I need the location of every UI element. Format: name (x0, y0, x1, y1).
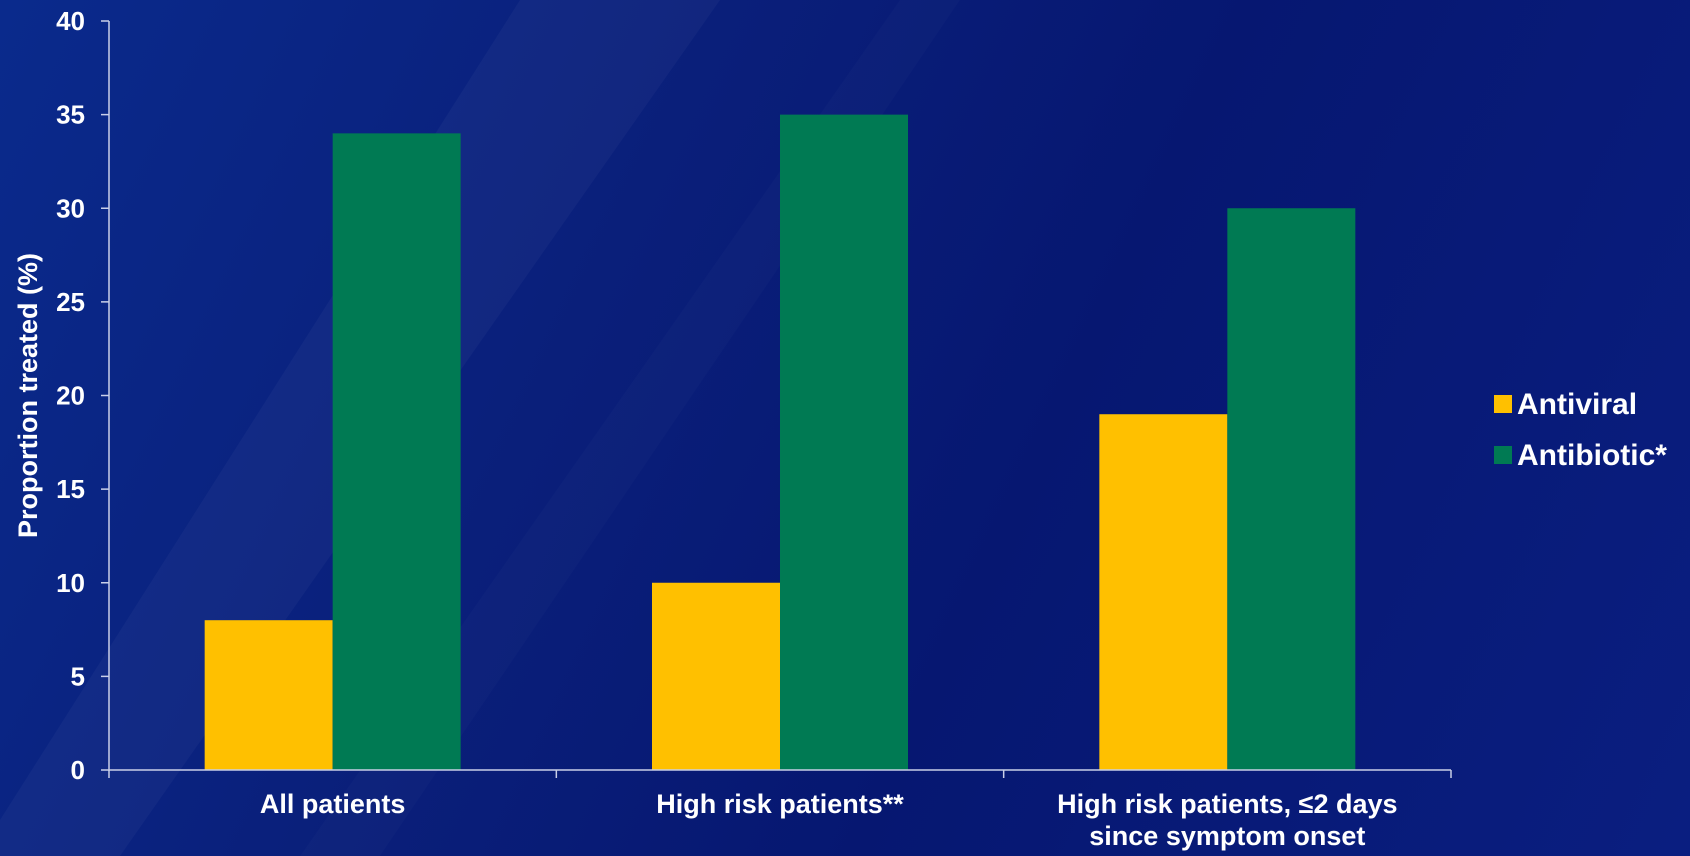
y-tick-label: 0 (71, 755, 85, 785)
y-tick-label: 20 (56, 381, 85, 411)
legend-label-antibiotic: Antibiotic* (1517, 439, 1667, 472)
legend-swatch-antiviral (1494, 395, 1512, 413)
x-tick-label: All patients (260, 789, 406, 819)
legend: Antiviral Antibiotic* (1494, 388, 1667, 472)
labels-layer: 0 5 10 15 20 25 30 35 40 All patients High risk pa… (13, 6, 1398, 851)
y-tick-label: 25 (56, 287, 85, 317)
x-tick-label: High risk patients** (656, 789, 904, 819)
y-tick-label: 15 (56, 474, 85, 504)
bars-layer (204, 114, 1356, 771)
x-tick-label: High risk patients, ≤2 days since symptom… (1057, 789, 1397, 851)
y-tick-label: 30 (56, 193, 85, 223)
bar-antiviral-1 (652, 582, 780, 770)
bar-antibiotic-0 (332, 133, 461, 771)
y-axis-title: Proportion treated (%) (13, 253, 43, 538)
bar-antiviral-0 (204, 620, 333, 770)
legend-swatch-antibiotic (1494, 446, 1512, 464)
bar-antibiotic-2 (1227, 208, 1356, 770)
bar-antiviral-2 (1099, 414, 1228, 770)
legend-label-antiviral: Antiviral (1517, 388, 1637, 421)
bar-antibiotic-1 (780, 114, 908, 770)
y-tick-label: 10 (56, 568, 85, 598)
y-tick-label: 35 (56, 100, 85, 130)
y-tick-label: 40 (56, 6, 85, 36)
y-tick-label: 5 (71, 661, 85, 691)
axes-layer (101, 20, 1452, 778)
